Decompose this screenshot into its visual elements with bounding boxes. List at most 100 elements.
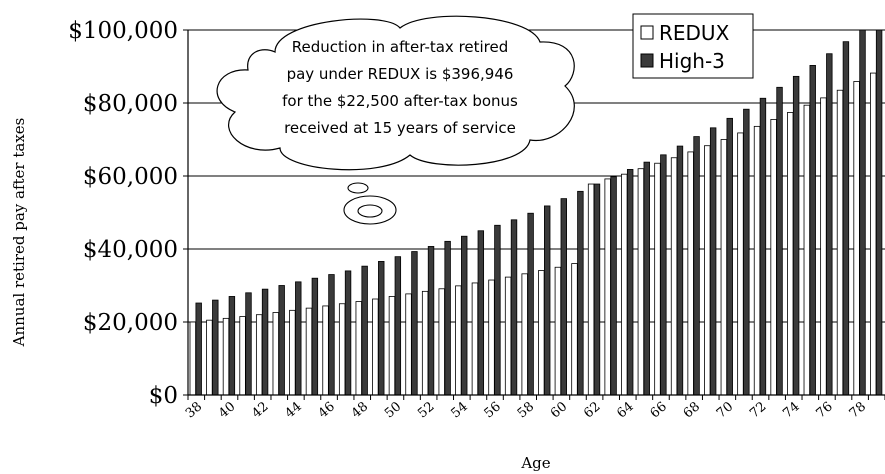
x-tick-label: 72: [747, 399, 769, 421]
legend-label-high3: High-3: [659, 49, 725, 73]
bar-redux: [737, 132, 744, 396]
bar-redux: [255, 314, 263, 396]
axes: [183, 29, 885, 400]
bar-redux: [571, 263, 578, 396]
bar-redux: [521, 273, 528, 396]
y-tick-label: $60,000: [83, 164, 178, 190]
x-tick-label: 78: [847, 399, 869, 421]
bar-high-3: [709, 127, 717, 396]
x-tick-label: 74: [780, 399, 802, 421]
bar-high-3: [195, 302, 202, 396]
bar-high-3: [560, 198, 567, 396]
thought-dot-small: [347, 182, 369, 194]
bar-redux: [687, 151, 694, 396]
x-tick-label: 42: [249, 399, 271, 421]
x-tick-label: 68: [681, 399, 703, 421]
bar-high-3: [527, 212, 534, 396]
bar-redux: [803, 104, 811, 396]
y-tick-label: $100,000: [68, 18, 178, 44]
annotation-line-2: pay under REDUX is $396,946: [287, 65, 514, 83]
x-tick-label: 56: [482, 399, 504, 421]
bar-redux: [305, 307, 313, 396]
bar-redux: [820, 97, 827, 396]
x-tick-label: 58: [515, 399, 537, 421]
bar-high-3: [411, 251, 418, 396]
bar-high-3: [328, 274, 335, 396]
y-tick-label: $0: [149, 383, 178, 409]
bar-redux: [338, 303, 346, 396]
bar-high-3: [875, 29, 883, 396]
bar-high-3: [212, 299, 219, 396]
bar-redux: [471, 282, 479, 396]
bar-high-3: [792, 75, 800, 396]
bar-redux: [870, 72, 877, 396]
bar-redux: [654, 162, 661, 396]
bar-high-3: [544, 205, 551, 396]
annotation-line-4: received at 15 years of service: [284, 119, 516, 137]
bar-high-3: [676, 145, 684, 396]
bar-high-3: [643, 161, 650, 396]
bar-high-3: [461, 235, 468, 396]
bar-high-3: [444, 240, 451, 396]
bar-redux: [289, 309, 296, 396]
y-tick-label: $80,000: [83, 91, 178, 117]
x-tick-label: 52: [415, 399, 437, 421]
bar-redux: [355, 301, 362, 396]
bar-redux: [836, 89, 844, 396]
x-tick-label: 48: [349, 399, 371, 421]
bar-redux: [770, 119, 777, 396]
bar-high-3: [626, 169, 634, 396]
bar-high-3: [842, 41, 850, 396]
bar-high-3: [743, 108, 750, 396]
bar-high-3: [610, 176, 617, 396]
annotation-line-1: Reduction in after-tax retired: [292, 38, 509, 56]
bar-redux: [388, 296, 396, 396]
bar-high-3: [776, 86, 783, 396]
bar-high-3: [726, 117, 733, 396]
bar-redux: [637, 168, 645, 396]
bar-redux: [554, 266, 562, 396]
bar-redux: [372, 298, 379, 396]
y-tick-label: $20,000: [83, 310, 178, 336]
bar-high-3: [693, 136, 700, 396]
y-tick-labels: $0 $20,000 $40,000 $60,000 $80,000 $100,000: [68, 18, 178, 409]
y-axis-title: Annual retired pay after taxes: [10, 118, 28, 348]
y-tick-label: $40,000: [83, 237, 178, 263]
bar-high-3: [859, 29, 866, 396]
x-tick-label: 76: [814, 399, 836, 421]
bars: [189, 29, 883, 396]
bar-redux: [189, 321, 196, 396]
x-tick-label: 44: [282, 399, 304, 421]
x-tick-label: 54: [448, 399, 470, 421]
bar-redux: [621, 173, 628, 396]
bar-high-3: [394, 256, 402, 396]
x-tick-label: 70: [714, 399, 736, 421]
bar-high-3: [577, 190, 584, 396]
bar-redux: [322, 305, 329, 396]
bar-redux: [753, 125, 761, 396]
bar-redux: [587, 183, 595, 396]
x-axis-title: Age: [520, 454, 550, 472]
bar-high-3: [361, 265, 368, 396]
bar-high-3: [759, 97, 767, 396]
bar-redux: [438, 288, 445, 396]
thought-dot-inner: [357, 204, 383, 218]
bar-redux: [504, 276, 512, 396]
x-tick-label: 46: [316, 399, 338, 421]
bar-high-3: [295, 281, 302, 396]
bar-high-3: [809, 65, 816, 396]
legend-swatch-redux: [640, 25, 654, 40]
bar-high-3: [245, 292, 252, 396]
bar-high-3: [826, 53, 833, 396]
x-tick-labels: 38 40 42 44 46 48 50 52 54 56 58 60 62 64 66 68 70 72 74 76…: [183, 399, 869, 421]
x-tick-label: 60: [548, 399, 570, 421]
bar-redux: [206, 319, 213, 396]
bar-high-3: [477, 230, 485, 396]
legend: REDUX High-3: [632, 13, 754, 79]
bar-redux: [405, 293, 412, 396]
x-tick-label: 62: [581, 399, 603, 421]
bar-redux: [421, 290, 429, 396]
bar-high-3: [311, 277, 319, 396]
x-tick-label: 40: [216, 399, 238, 421]
